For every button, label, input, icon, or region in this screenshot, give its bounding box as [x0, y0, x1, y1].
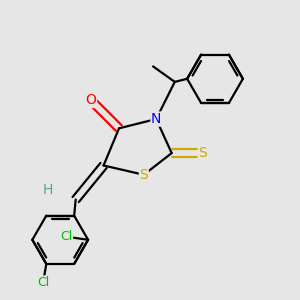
Text: O: O — [86, 94, 97, 107]
Text: Cl: Cl — [60, 230, 73, 243]
Text: Cl: Cl — [37, 276, 49, 289]
Text: S: S — [140, 168, 148, 182]
Text: H: H — [43, 183, 53, 197]
Text: S: S — [198, 146, 207, 160]
Text: N: N — [151, 112, 161, 126]
